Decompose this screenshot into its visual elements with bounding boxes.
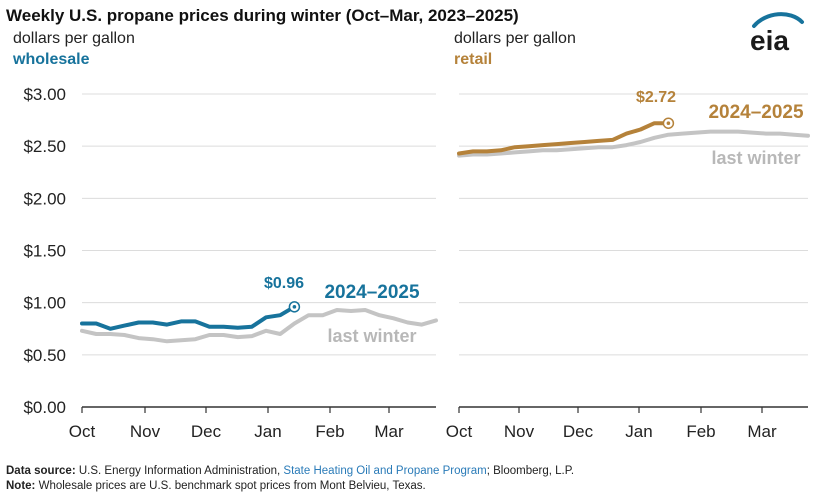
wholesale-last-winter-line (80, 308, 438, 344)
retail-panel-title: retail (454, 51, 493, 68)
wholesale-x-tick-label: Oct (69, 422, 96, 441)
wholesale-current-line (80, 304, 297, 331)
retail-last-winter-line (457, 129, 810, 158)
wholesale-x-tick-label: Jan (254, 422, 281, 441)
y-tick-label: $0.00 (23, 398, 66, 417)
data-source-text: U.S. Energy Information Administration, (78, 465, 281, 477)
wholesale-x-tick-label: Dec (191, 422, 222, 441)
y-tick-label: $0.50 (23, 346, 66, 365)
wholesale-current-series-label: 2024–2025 (324, 282, 420, 303)
retail-endpoint-dot (666, 121, 671, 126)
data-source-suffix: ; Bloomberg, L.P. (486, 465, 575, 477)
retail-x-tick-label: Oct (446, 422, 473, 441)
data-source-label: Data source: (6, 465, 76, 477)
chart-area: $0.00 $0.50 $1.00 $1.50 $2.00 $2.50 $3.00 Oct No… (23, 85, 810, 441)
note-line: Note: Wholesale prices are U.S. benchmar… (6, 479, 574, 494)
note-text: Wholesale prices are U.S. benchmark spot… (38, 480, 426, 492)
retail-unit-label: dollars per gallon (454, 30, 576, 47)
wholesale-panel-title: wholesale (13, 51, 90, 68)
wholesale-endpoint-label: $0.96 (264, 275, 304, 292)
note-label: Note: (6, 480, 36, 492)
retail-last-winter-label: last winter (711, 148, 800, 168)
footer: Data source: U.S. Energy Information Adm… (6, 464, 574, 494)
retail-x-tick-label: Jan (625, 422, 652, 441)
logo-text: eia (750, 25, 789, 56)
eia-logo: eia (750, 12, 804, 56)
wholesale-unit-label: dollars per gallon (13, 30, 135, 47)
data-source-line: Data source: U.S. Energy Information Adm… (6, 464, 574, 479)
y-tick-label: $2.00 (23, 189, 66, 208)
retail-x-tick-label: Dec (563, 422, 594, 441)
wholesale-x-tick-label: Mar (374, 422, 404, 441)
chart-title: Weekly U.S. propane prices during winter… (6, 6, 519, 25)
wholesale-endpoint-dot (292, 305, 297, 309)
retail-x-tick-label: Feb (686, 422, 715, 441)
y-tick-label: $1.50 (23, 242, 66, 261)
y-tick-label: $1.00 (23, 294, 66, 313)
retail-x-tick-label: Mar (747, 422, 777, 441)
retail-endpoint-label: $2.72 (636, 89, 676, 106)
retail-current-line (457, 121, 671, 156)
wholesale-x-tick-label: Feb (315, 422, 344, 441)
source-program-link[interactable]: State Heating Oil and Propane Program (283, 465, 487, 477)
retail-x-tick-label: Nov (504, 422, 535, 441)
y-tick-label: $3.00 (23, 85, 66, 104)
wholesale-last-winter-label: last winter (327, 326, 416, 346)
wholesale-x-tick-label: Nov (130, 422, 161, 441)
y-tick-label: $2.50 (23, 137, 66, 156)
retail-current-series-label: 2024–2025 (708, 102, 804, 123)
